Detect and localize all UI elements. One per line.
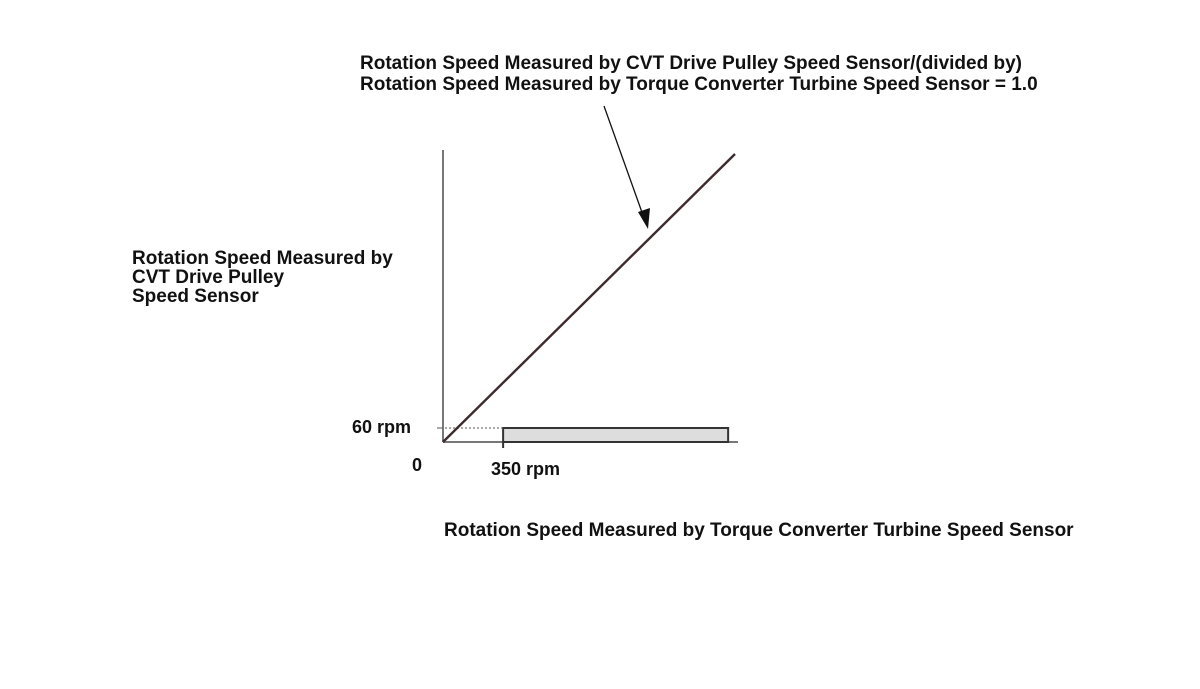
x-axis-label: Rotation Speed Measured by Torque Conver… xyxy=(444,520,1074,541)
x-tick-label-350: 350 rpm xyxy=(491,459,560,479)
annotation-line-2: Rotation Speed Measured by Torque Conver… xyxy=(360,74,1038,95)
annotation-arrow-line xyxy=(603,105,645,219)
chart-marks xyxy=(437,153,736,448)
series-line-0 xyxy=(442,153,736,443)
annotation-arrow xyxy=(603,105,650,229)
annotation-arrow-head xyxy=(638,208,650,229)
y-axis-label-line-1: Rotation Speed Measured by xyxy=(132,248,393,269)
y-tick-label-60: 60 rpm xyxy=(352,417,411,437)
shaded-region xyxy=(502,427,730,443)
y-axis-label-line-3: Speed Sensor xyxy=(132,286,259,307)
annotation-line-1: Rotation Speed Measured by CVT Drive Pul… xyxy=(360,53,1022,74)
y-axis-label-line-2: CVT Drive Pulley xyxy=(132,267,284,288)
origin-label: 0 xyxy=(412,455,422,475)
